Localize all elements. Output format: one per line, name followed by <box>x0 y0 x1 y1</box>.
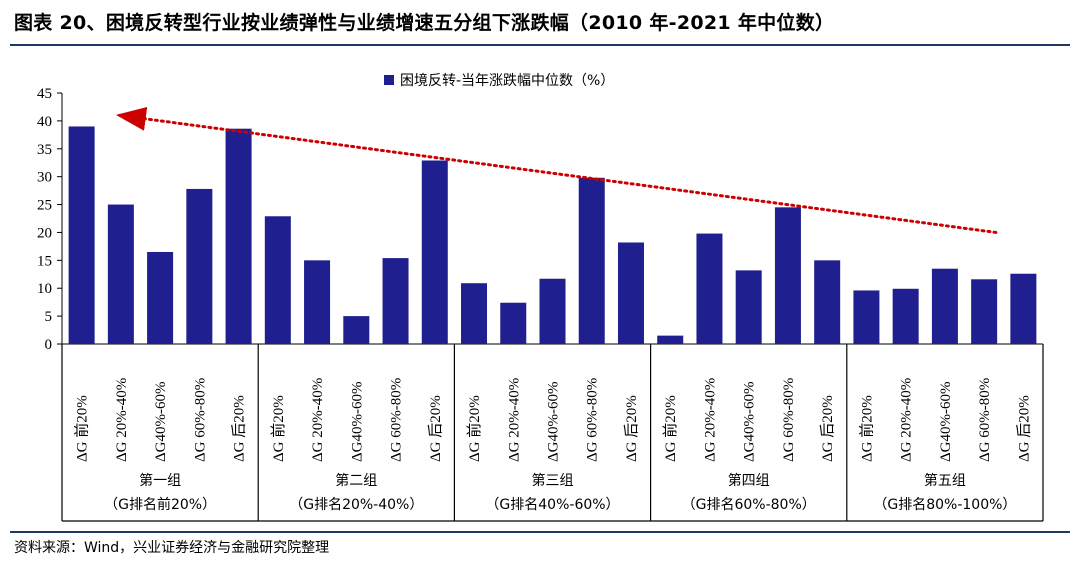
legend-swatch <box>384 75 394 85</box>
category-label: ΔG40%-60% <box>938 382 954 462</box>
bar <box>147 251 174 344</box>
bar <box>382 258 409 344</box>
bar <box>657 335 684 344</box>
bar <box>853 290 880 344</box>
category-label: ΔG40%-60% <box>742 382 758 462</box>
group-subtitle: （G排名40%-60%） <box>485 497 619 513</box>
group-subtitle: （G排名前20%） <box>104 496 216 513</box>
y-tick-label: 45 <box>37 86 52 102</box>
legend-label: 困境反转-当年涨跌幅中位数（%） <box>400 73 614 89</box>
group-subtitle: （G排名60%-80%） <box>682 497 816 513</box>
y-tick-label: 40 <box>37 114 52 130</box>
category-label: ΔG 60%-80% <box>977 378 993 462</box>
bar <box>500 302 527 344</box>
category-label: ΔG 20%-40% <box>506 378 522 462</box>
y-tick-label: 30 <box>37 170 52 186</box>
y-tick-label: 10 <box>37 281 52 297</box>
bar <box>814 260 841 344</box>
bar <box>931 268 958 344</box>
bar <box>774 207 801 344</box>
category-label: ΔG 60%-80% <box>781 378 797 462</box>
bar <box>304 260 331 344</box>
category-label: ΔG 后20% <box>427 395 444 462</box>
bottom-rule <box>10 531 1070 533</box>
bar <box>107 204 134 344</box>
group-name: 第二组 <box>335 472 377 489</box>
bar <box>539 278 566 344</box>
bar <box>578 177 605 344</box>
title-rule <box>10 44 1070 46</box>
bar <box>617 242 644 344</box>
source-note: 资料来源：Wind，兴业证券经济与金融研究院整理 <box>14 540 330 556</box>
category-label: ΔG 20%-40% <box>114 378 130 462</box>
category-label: ΔG 前20% <box>270 395 287 462</box>
group-name: 第五组 <box>924 472 966 489</box>
y-tick-label: 35 <box>37 142 52 158</box>
bar <box>892 288 919 344</box>
y-tick-label: 20 <box>37 225 52 241</box>
category-label: ΔG 后20% <box>231 395 248 462</box>
bar <box>225 128 252 344</box>
y-tick-label: 15 <box>37 253 52 269</box>
bar <box>461 283 488 344</box>
category-label: ΔG 20%-40% <box>899 378 915 462</box>
category-label: ΔG 后20% <box>1015 395 1032 462</box>
category-label: ΔG 60%-80% <box>389 378 405 462</box>
y-tick-label: 25 <box>37 198 52 214</box>
figure-title: 图表 20、困境反转型行业按业绩弹性与业绩增速五分组下涨跌幅（2010 年-20… <box>14 12 835 34</box>
group-name: 第四组 <box>728 472 770 489</box>
group-subtitle: （G排名20%-40%） <box>289 497 423 513</box>
bar <box>264 216 291 344</box>
y-tick-label: 0 <box>45 337 53 353</box>
category-label: ΔG 后20% <box>819 395 836 462</box>
bar <box>696 233 723 344</box>
category-label: ΔG 前20% <box>858 395 875 462</box>
group-name: 第三组 <box>532 472 574 489</box>
category-label: ΔG40%-60% <box>546 382 562 462</box>
bar <box>735 270 762 344</box>
category-label: ΔG 20%-40% <box>310 378 326 462</box>
y-tick-label: 5 <box>45 309 53 325</box>
category-label: ΔG 前20% <box>466 395 483 462</box>
bar <box>68 126 95 344</box>
group-subtitle: （G排名80%-100%） <box>873 497 1016 513</box>
category-label: ΔG 20%-40% <box>702 378 718 462</box>
category-label: ΔG 60%-80% <box>192 378 208 462</box>
bar <box>1010 273 1037 344</box>
category-label: ΔG 前20% <box>74 395 91 462</box>
bar <box>186 188 213 344</box>
bar <box>971 279 998 344</box>
category-label: ΔG 前20% <box>662 395 679 462</box>
category-label: ΔG40%-60% <box>153 382 169 462</box>
category-label: ΔG 后20% <box>623 395 640 462</box>
trend-arrow <box>115 106 998 234</box>
bar <box>343 316 370 344</box>
bar <box>421 160 448 344</box>
group-name: 第一组 <box>139 472 181 489</box>
category-label: ΔG 60%-80% <box>585 378 601 462</box>
category-label: ΔG40%-60% <box>349 382 365 462</box>
